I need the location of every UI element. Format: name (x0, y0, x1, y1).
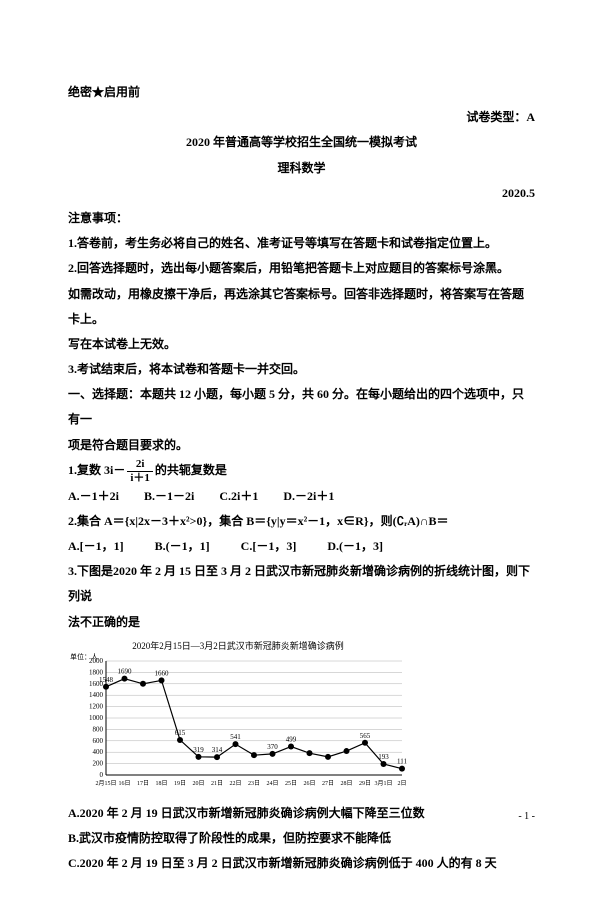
notice-line: 如需改动，用橡皮擦干净后，再选涂其它答案标号。回答非选择题时，将答案写在答题卡上… (68, 282, 535, 332)
q3-stem: 法不正确的是 (68, 610, 535, 635)
notice-line: 3.考试结束后，将本试卷和答题卡一并交回。 (68, 357, 535, 382)
q1-opt-c: C.2i＋1 (219, 484, 258, 509)
q1-frac-den: i＋1 (127, 472, 153, 484)
svg-text:20日: 20日 (192, 780, 204, 787)
svg-text:541: 541 (230, 733, 241, 741)
svg-text:499: 499 (286, 735, 297, 743)
svg-text:17日: 17日 (137, 780, 149, 787)
svg-text:600: 600 (93, 737, 104, 745)
chart-container: 2020年2月15日—3月2日武汉市新冠肺炎新增确诊病例单位：人02004006… (68, 639, 535, 799)
notice-line: 1.答卷前，考生务必将自己的姓名、准考证号等填写在答题卡和试卷指定位置上。 (68, 231, 535, 256)
svg-text:19日: 19日 (174, 780, 186, 787)
paper-type: 试卷类型：A (68, 105, 535, 130)
svg-text:3月1日: 3月1日 (374, 780, 392, 787)
q2-options: A.[－1，1] B.(－1，1] C.[－1，3] D.(－1，3] (68, 534, 535, 559)
svg-text:1690: 1690 (118, 667, 133, 675)
q3-stem: 3.下图是2020 年 2 月 15 日至 3 月 2 日武汉市新冠肺炎新增确诊… (68, 559, 535, 609)
q3-opt-a: A.2020 年 2 月 19 日武汉市新增新冠肺炎确诊病例大幅下降至三位数 (68, 801, 535, 826)
svg-text:29日: 29日 (359, 780, 371, 787)
svg-text:1000: 1000 (89, 714, 104, 722)
q2-opt-c: C.[－1，3] (241, 534, 297, 559)
svg-text:18日: 18日 (155, 780, 167, 787)
svg-text:1200: 1200 (89, 702, 104, 710)
q1-options: A.－1＋2i B.－1－2i C.2i＋1 D.－2i＋1 (68, 484, 535, 509)
svg-text:24日: 24日 (266, 780, 278, 787)
svg-text:22日: 22日 (229, 780, 241, 787)
svg-text:21日: 21日 (211, 780, 223, 787)
svg-text:193: 193 (378, 753, 389, 761)
svg-text:2月15日: 2月15日 (95, 780, 116, 787)
svg-text:16日: 16日 (118, 780, 130, 787)
q1-opt-a: A.－1＋2i (68, 484, 119, 509)
svg-text:111: 111 (397, 757, 407, 765)
exam-title: 2020 年普通高等学校招生全国统一模拟考试 (68, 130, 535, 155)
svg-text:0: 0 (100, 771, 104, 779)
svg-text:2000: 2000 (89, 657, 104, 665)
q1-fraction: 2ii＋1 (127, 458, 153, 483)
svg-text:27日: 27日 (322, 780, 334, 787)
section-heading: 一、选择题：本题共 12 小题，每小题 5 分，共 60 分。在每小题给出的四个… (68, 382, 535, 432)
page-number: - 1 - (518, 811, 535, 822)
svg-text:565: 565 (360, 732, 371, 740)
svg-text:800: 800 (93, 725, 104, 733)
q3-opt-b: B.武汉市疫情防控取得了阶段性的成果，但防控要求不能降低 (68, 826, 535, 851)
q1-opt-b: B.－1－2i (144, 484, 194, 509)
svg-text:23日: 23日 (248, 780, 260, 787)
exam-date: 2020.5 (68, 181, 535, 206)
q1-opt-d: D.－2i＋1 (283, 484, 334, 509)
q1-frac-num: 2i (127, 458, 153, 471)
subject-title: 理科数学 (68, 156, 535, 181)
svg-text:200: 200 (93, 759, 104, 767)
notice-heading: 注意事项： (68, 206, 535, 231)
line-chart: 2020年2月15日—3月2日武汉市新冠肺炎新增确诊病例单位：人02004006… (68, 639, 408, 799)
svg-text:314: 314 (212, 746, 223, 754)
svg-text:2日: 2日 (397, 780, 406, 787)
svg-text:319: 319 (193, 746, 204, 754)
svg-text:615: 615 (175, 729, 186, 737)
confidential-label: 绝密★启用前 (68, 80, 535, 105)
svg-text:26日: 26日 (303, 780, 315, 787)
q2-stem: 2.集合 A＝{x|2x－3＋x²>0}，集合 B＝{y|y＝x²－1，x∈R}… (68, 509, 535, 534)
q1-prefix: 1.复数 3i－ (68, 463, 125, 477)
svg-text:1660: 1660 (155, 669, 170, 677)
svg-text:400: 400 (93, 748, 104, 756)
q2-opt-b: B.(－1，1] (155, 534, 210, 559)
notice-line: 2.回答选择题时，选出每小题答案后，用铅笔把答题卡上对应题目的答案标号涂黑。 (68, 256, 535, 281)
notice-line: 写在本试卷上无效。 (68, 332, 535, 357)
q1-stem: 1.复数 3i－2ii＋1的共轭复数是 (68, 458, 535, 484)
svg-text:2020年2月15日—3月2日武汉市新冠肺炎新增确诊病例: 2020年2月15日—3月2日武汉市新冠肺炎新增确诊病例 (132, 640, 344, 651)
svg-text:1400: 1400 (89, 691, 104, 699)
section-heading: 项是符合题目要求的。 (68, 433, 535, 458)
svg-text:25日: 25日 (285, 780, 297, 787)
q3-opt-c: C.2020 年 2 月 19 日至 3 月 2 日武汉市新增新冠肺炎确诊病例低… (68, 851, 535, 876)
svg-text:28日: 28日 (340, 780, 352, 787)
svg-text:370: 370 (267, 743, 278, 751)
q2-opt-a: A.[－1，1] (68, 534, 124, 559)
q2-opt-d: D.(－1，3] (327, 534, 383, 559)
q1-suffix: 的共轭复数是 (155, 463, 227, 477)
